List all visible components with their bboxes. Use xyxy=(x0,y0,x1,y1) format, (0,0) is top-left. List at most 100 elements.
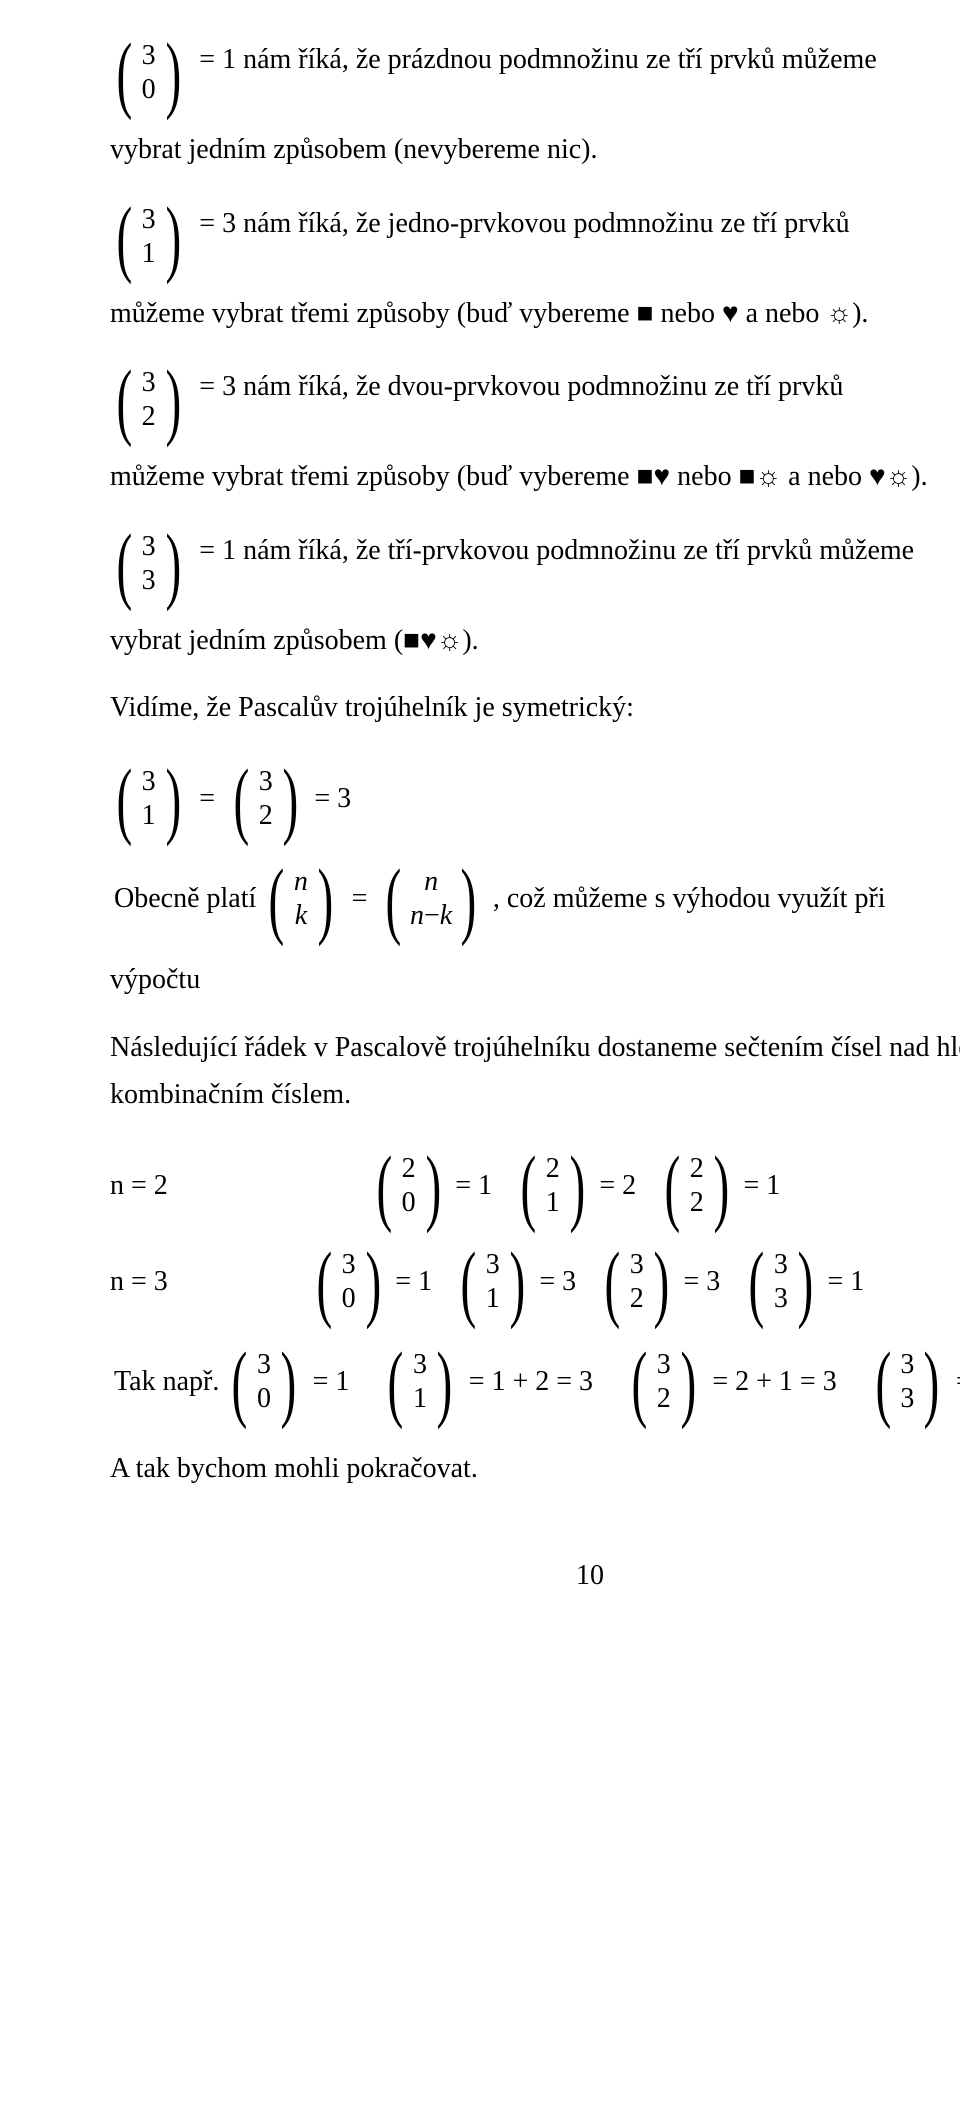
binom-3-2: ( 3 2 ) xyxy=(625,1339,702,1425)
val: = 1 xyxy=(743,1162,780,1210)
binom-n-k: ( n k ) xyxy=(262,856,339,942)
paren-left: ( xyxy=(116,357,132,443)
val: = 1 xyxy=(313,1358,350,1406)
paren-right: ) xyxy=(653,1239,669,1325)
binom-bot: 3 xyxy=(142,564,156,598)
stmt-c33: ( 3 3 ) = 1 nám říká, že tří-prvkovou po… xyxy=(110,521,960,607)
paren-right: ) xyxy=(365,1239,381,1325)
paren-right: ) xyxy=(713,1143,729,1229)
binom-n-nminusk: ( n n−k ) xyxy=(379,856,483,942)
binom-top: 3 xyxy=(259,765,273,799)
general-identity-row: Obecně platí ( n k ) = ( n n−k ) , což m… xyxy=(110,856,960,942)
lead: = 1 xyxy=(199,44,236,75)
binom-col: 3 1 xyxy=(139,765,159,833)
paren-left: ( xyxy=(116,194,132,280)
tak-label: Tak např. xyxy=(114,1358,219,1406)
lead: = 3 xyxy=(199,371,236,402)
stmt-c32: ( 3 2 ) = 3 nám říká, že dvou-prvkovou p… xyxy=(110,357,960,443)
paren-right: ) xyxy=(280,1339,296,1425)
val: = 3 xyxy=(683,1258,720,1306)
stmt-c30: ( 3 0 ) = 1 nám říká, že prázdnou podmno… xyxy=(110,30,960,116)
stmt-c31: ( 3 1 ) = 3 nám říká, že jedno-prvkovou … xyxy=(110,194,960,280)
paren-left: ( xyxy=(116,30,132,116)
paren-right: ) xyxy=(282,756,298,842)
paren-right: ) xyxy=(165,521,181,607)
binom-col: 3 2 xyxy=(256,765,276,833)
n: n xyxy=(410,900,424,931)
binom-col: 3 3 xyxy=(139,530,159,598)
binom-top: 2 xyxy=(402,1152,416,1186)
binom-3-1: ( 3 1 ) xyxy=(110,194,187,280)
text: = 3 nám říká, že dvou-prvkovou podmnožin… xyxy=(199,371,843,402)
next-row-text: Následující řádek v Pascalově trojúhelní… xyxy=(110,1024,960,1119)
binom-3-2: ( 3 2 ) xyxy=(598,1239,675,1325)
binom-bot: 2 xyxy=(630,1282,644,1316)
binom-2-0: ( 2 0 ) xyxy=(370,1143,447,1229)
stmt-c30-cont: vybrat jedním způsobem (nevybereme nic). xyxy=(110,126,960,174)
n2-label: n = 2 xyxy=(110,1162,370,1210)
binom-top: 3 xyxy=(900,1348,914,1382)
text-col: = 3 nám říká, že jedno-prvkovou podmnoži… xyxy=(187,194,960,248)
binom-bot: 2 xyxy=(690,1186,704,1220)
minus: − xyxy=(424,900,440,931)
binom-bot: 3 xyxy=(900,1382,914,1416)
val: = 1 + 2 = 3 xyxy=(469,1358,593,1406)
binom-col: 3 1 xyxy=(410,1348,430,1416)
binom-col: 2 0 xyxy=(399,1152,419,1220)
pascal-symmetric-text: Vidíme, že Pascalův trojúhelník je symet… xyxy=(110,684,960,732)
binom-bot: 0 xyxy=(342,1282,356,1316)
binom-bot: 0 xyxy=(402,1186,416,1220)
binom-col: n n−k xyxy=(408,865,454,933)
binom-top: 3 xyxy=(142,530,156,564)
paren-left: ( xyxy=(232,1339,248,1425)
binom-top: 3 xyxy=(142,765,156,799)
text: = 1 nám říká, že tří-prvkovou podmnožinu… xyxy=(199,535,914,566)
binom-top: 3 xyxy=(142,39,156,73)
stmt-c31-cont: můžeme vybrat třemi způsoby (buď vyberem… xyxy=(110,290,960,338)
lead: = 1 xyxy=(199,535,236,566)
paren-right: ) xyxy=(165,30,181,116)
binom-bot: 1 xyxy=(486,1282,500,1316)
binom-top: 3 xyxy=(486,1248,500,1282)
paren-left: ( xyxy=(632,1339,648,1425)
paren-right: ) xyxy=(436,1339,452,1425)
binom-top: 3 xyxy=(257,1348,271,1382)
text-col: = 3 nám říká, že dvou-prvkovou podmnožin… xyxy=(187,357,960,411)
paren-right: ) xyxy=(165,194,181,280)
text: = 3 nám říká, že jedno-prvkovou podmnoži… xyxy=(199,208,849,239)
binom-col: 3 3 xyxy=(771,1248,791,1316)
lead: = 3 xyxy=(199,208,236,239)
paren-left: ( xyxy=(875,1339,891,1425)
binom-3-0: ( 3 0 ) xyxy=(225,1339,302,1425)
binom-bot: 2 xyxy=(142,400,156,434)
pascal-row-n2: n = 2 ( 2 0 ) = 1 ( 2 1 ) = 2 ( 2 2 xyxy=(110,1143,960,1229)
text-col: = 1 nám říká, že tří-prvkovou podmnožinu… xyxy=(187,521,960,575)
binom-bot: n−k xyxy=(410,899,452,933)
binom-top: 2 xyxy=(690,1152,704,1186)
atak-text: A tak bychom mohli pokračovat. xyxy=(110,1445,960,1493)
binom-top: 3 xyxy=(342,1248,356,1282)
paren-right: ) xyxy=(509,1239,525,1325)
paren-left: ( xyxy=(116,521,132,607)
val: = 3 xyxy=(539,1258,576,1306)
equals-sign: = xyxy=(352,875,368,923)
binom-col: 3 0 xyxy=(139,39,159,107)
pascal-vals: ( 3 0 ) = 1 ( 3 1 ) = 3 ( 3 2 ) = xyxy=(310,1239,864,1325)
binom-top: 3 xyxy=(142,203,156,237)
paren-right: ) xyxy=(317,856,333,942)
val: = 2 + 1 = 3 xyxy=(712,1358,836,1406)
binom-bot: 0 xyxy=(257,1382,271,1416)
rest: nám říká, že jedno-prvkovou podmnožinu z… xyxy=(243,208,850,239)
binom-col: 3 2 xyxy=(654,1348,674,1416)
binom-col: 3 3 xyxy=(897,1348,917,1416)
binom-bot: 2 xyxy=(259,799,273,833)
binom-bot: 1 xyxy=(142,237,156,271)
binom-3-3: ( 3 3 ) xyxy=(742,1239,819,1325)
binom-col: 3 0 xyxy=(254,1348,274,1416)
k: k xyxy=(440,900,452,931)
paren-right: ) xyxy=(569,1143,585,1229)
binom-col: 3 2 xyxy=(139,366,159,434)
paren-right: ) xyxy=(165,357,181,443)
paren-left: ( xyxy=(388,1339,404,1425)
paren-left: ( xyxy=(116,756,132,842)
